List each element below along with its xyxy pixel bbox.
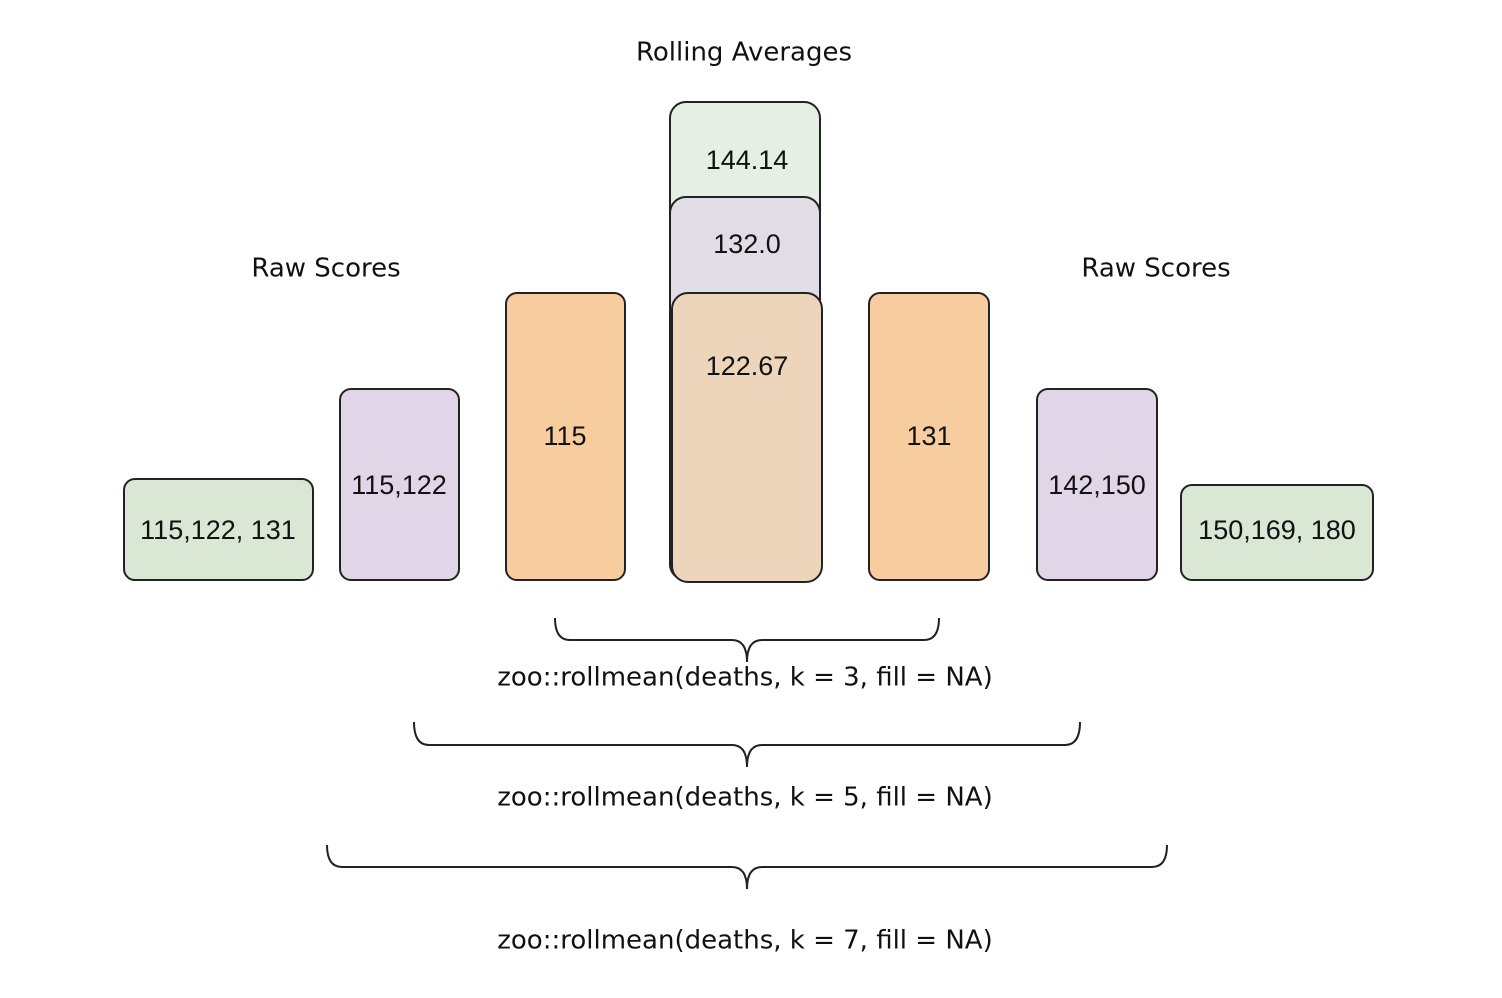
box [123, 478, 314, 581]
brace-label: zoo::rollmean(deaths, k = 5, fill = NA) [497, 783, 992, 813]
box-label: 132.0 [713, 229, 781, 259]
brace [554, 617, 940, 663]
heading: Raw Scores [251, 254, 400, 284]
heading: Raw Scores [1081, 254, 1230, 284]
box-label: 150,169, 180 [1198, 515, 1356, 545]
box [671, 292, 823, 583]
box-label: 115,122, 131 [140, 515, 296, 545]
title: Rolling Averages [636, 38, 852, 68]
brace-label: zoo::rollmean(deaths, k = 3, fill = NA) [497, 663, 992, 693]
box-label: 115 [543, 421, 586, 451]
box-label: 115,122 [351, 470, 447, 500]
brace [326, 844, 1168, 890]
box [1180, 484, 1374, 581]
brace-label: zoo::rollmean(deaths, k = 7, fill = NA) [497, 926, 992, 956]
box [339, 388, 460, 581]
box [868, 292, 990, 581]
box-label: 122.67 [706, 351, 789, 381]
brace [413, 721, 1081, 768]
box-label: 131 [906, 421, 951, 451]
box [1036, 388, 1158, 581]
box-label: 142,150 [1048, 470, 1146, 500]
box-label: 144.14 [706, 145, 789, 175]
box [505, 292, 626, 581]
